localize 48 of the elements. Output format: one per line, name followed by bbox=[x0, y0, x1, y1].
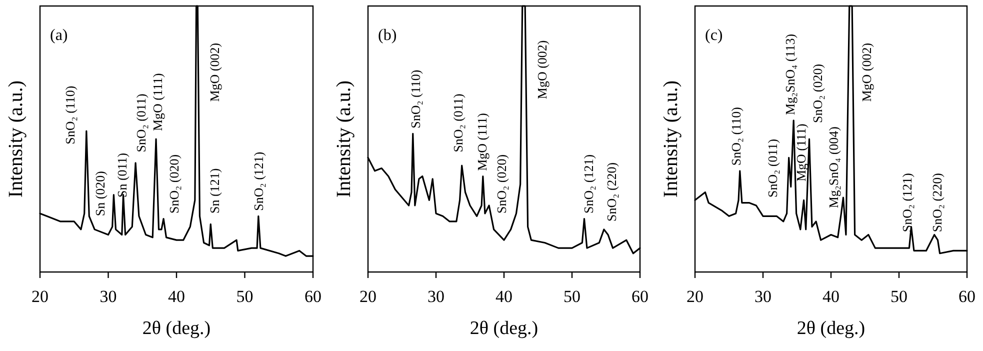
annotation: Mg₂SnO₄ (113) bbox=[782, 34, 798, 116]
annotation: SnO₂ (121) bbox=[580, 154, 596, 214]
annotation: Sn (121) bbox=[207, 168, 222, 214]
x-tick-label: 30 bbox=[428, 287, 444, 306]
text: (c) bbox=[705, 27, 723, 44]
annotation: SnO₂ (220) bbox=[604, 162, 619, 222]
x-tick-label: 40 bbox=[822, 287, 840, 306]
annotation: MgO (111) bbox=[794, 124, 809, 182]
y-axis-title: Intensity (a.u.) bbox=[660, 80, 682, 198]
annotation: SnO₂ (011) bbox=[134, 94, 149, 152]
annotation: SnO₂ (110) bbox=[408, 70, 424, 128]
annotation: Sn (011) bbox=[114, 152, 130, 198]
x-tick-label: 30 bbox=[754, 287, 772, 306]
x-tick-label: 50 bbox=[236, 287, 254, 306]
x-axis-title: 2θ (deg.) bbox=[796, 318, 866, 339]
annotation: SnO₂ (220) bbox=[930, 173, 945, 232]
x-tick-label: 60 bbox=[632, 287, 648, 306]
x-tick-label: 40 bbox=[168, 287, 185, 306]
x-tick-label: 60 bbox=[304, 287, 322, 306]
annotation: Sn (020) bbox=[92, 171, 108, 216]
annotation: MgO (111) bbox=[150, 73, 165, 132]
x-tick-label: 30 bbox=[100, 287, 117, 306]
x-tick-label: 50 bbox=[564, 287, 580, 306]
annotation: SnO₂ (110) bbox=[62, 86, 78, 144]
annotation: SnO₂ (121) bbox=[250, 152, 266, 211]
x-tick-label: 20 bbox=[360, 287, 376, 306]
annotation: Mg₂SnO₄ (004) bbox=[826, 126, 842, 208]
text: (b) bbox=[378, 27, 397, 44]
annotation: MgO (002) bbox=[207, 42, 222, 102]
x-axis-title: 2θ (deg.) bbox=[470, 318, 538, 339]
annotation: SnO₂ (011) bbox=[450, 94, 466, 152]
y-axis-title: Intensity (a.u.) bbox=[333, 80, 355, 198]
annotation: SnO₂ (011) bbox=[765, 138, 780, 198]
text: (a) bbox=[50, 27, 68, 44]
x-tick-label: 20 bbox=[686, 287, 704, 306]
annotation: MgO (002) bbox=[858, 42, 874, 102]
annotation: SnO₂ (020) bbox=[810, 64, 825, 124]
annotation: SnO₂ (020) bbox=[166, 154, 182, 214]
x-tick-label: 40 bbox=[496, 287, 512, 306]
x-tick-label: 50 bbox=[890, 287, 908, 306]
y-axis-title: Intensity (a.u.) bbox=[5, 80, 27, 198]
annotation: SnO₂ (020) bbox=[494, 154, 509, 214]
annotation: MgO (111) bbox=[474, 113, 490, 171]
x-axis-title: 2θ (deg.) bbox=[142, 318, 211, 339]
annotation: MgO (002) bbox=[534, 40, 550, 100]
x-tick-label: 20 bbox=[32, 287, 48, 306]
annotation: SnO₂ (110) bbox=[728, 107, 744, 166]
x-tick-label: 60 bbox=[958, 287, 976, 306]
